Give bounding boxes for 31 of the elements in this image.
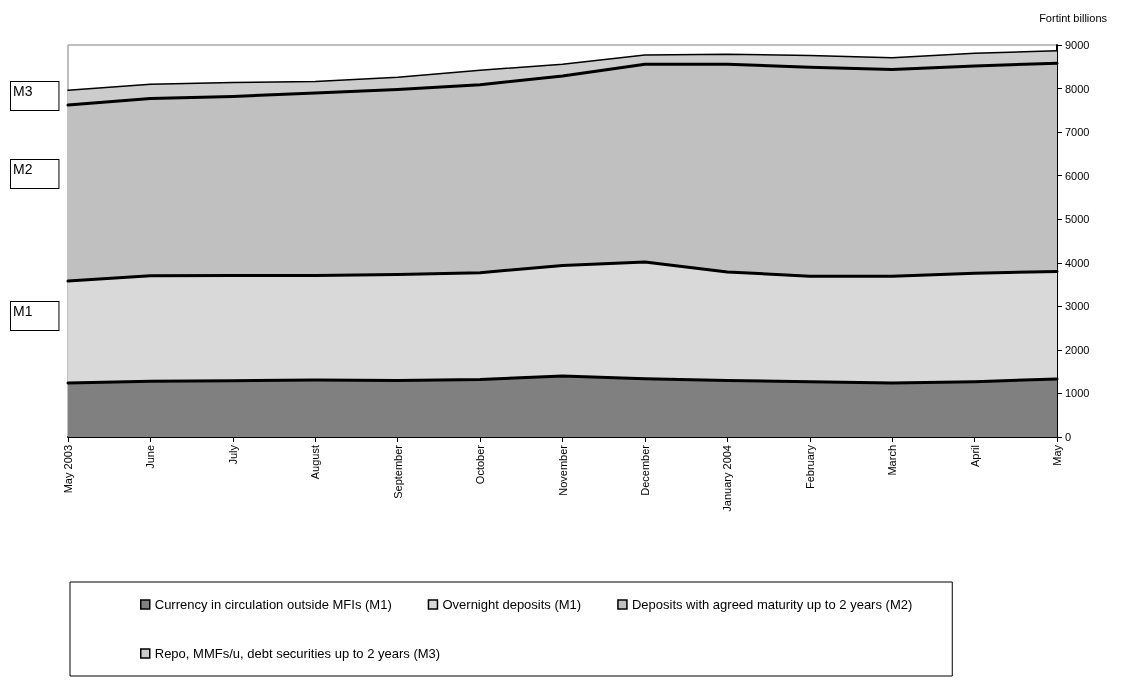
y-axis-title: Fortint billions: [1039, 11, 1108, 24]
text: M2: [13, 161, 33, 177]
legend-label: Repo, MMFs/u, debt securities up to 2 years (M3): [154, 646, 441, 661]
text: M1: [13, 303, 33, 319]
y-tick-label: 7000: [1065, 126, 1090, 139]
x-tick-label: March: [886, 445, 899, 476]
x-tick-label: November: [556, 444, 569, 496]
x-tick-label: September: [391, 444, 404, 499]
y-tick-label: 2000: [1065, 343, 1090, 356]
x-tick-label: June: [144, 445, 157, 469]
text: M3: [13, 83, 33, 99]
legend-label: Deposits with agreed maturity up to 2 years (M2): [631, 597, 913, 612]
x-tick-label: February: [803, 444, 816, 490]
x-tick-label: April: [968, 445, 981, 468]
x-tick-label: August: [309, 445, 322, 480]
y-tick-label: 9000: [1065, 39, 1090, 51]
x-tick-label: January 2004: [721, 445, 734, 512]
y-tick-label: 1000: [1065, 387, 1090, 400]
y-tick-label: 0: [1065, 431, 1072, 443]
legend-label: Overnight deposits (M1): [442, 597, 582, 612]
x-tick-label: July: [226, 444, 239, 465]
x-tick-label: May: [1051, 444, 1063, 466]
y-tick-label: 4000: [1065, 256, 1090, 269]
y-tick-label: 5000: [1065, 213, 1090, 226]
y-tick-label: 6000: [1065, 169, 1090, 182]
y-tick-label: 8000: [1065, 82, 1090, 95]
x-tick-label: May 2003: [62, 445, 74, 494]
x-tick-label: October: [474, 444, 487, 485]
y-tick-label: 3000: [1065, 300, 1090, 313]
legend-label: Currency in circulation outside MFIs (M1): [154, 597, 392, 612]
x-tick-label: December: [638, 444, 651, 496]
